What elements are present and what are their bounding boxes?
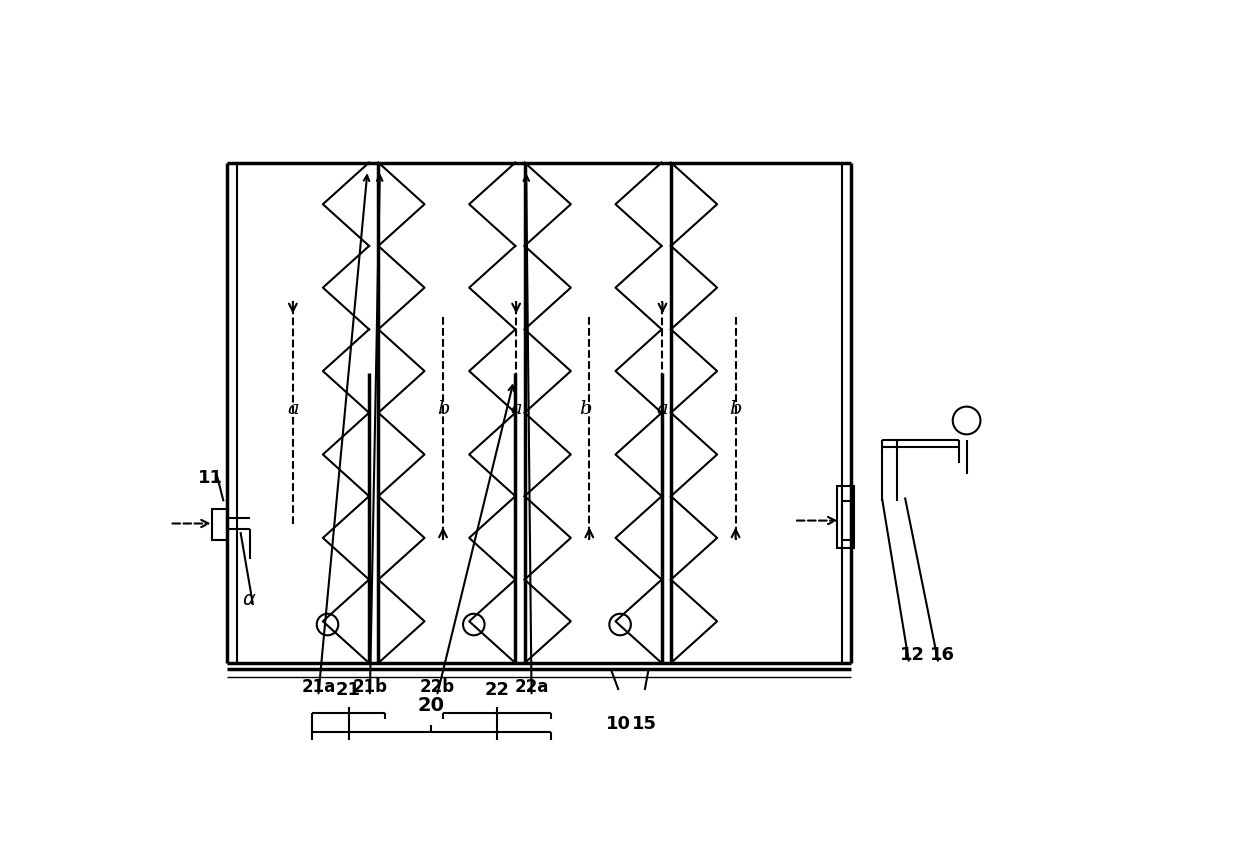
Text: a: a [657, 400, 668, 418]
Bar [837, 486, 854, 547]
Text: b: b [579, 400, 591, 418]
Text: a: a [511, 400, 522, 418]
Text: 20: 20 [418, 696, 445, 716]
Text: b: b [436, 400, 449, 418]
Text: 15: 15 [632, 716, 657, 733]
Text: 21b: 21b [352, 678, 387, 696]
Text: 22b: 22b [419, 678, 454, 696]
Text: 11: 11 [198, 469, 223, 487]
Text: 21a: 21a [301, 678, 335, 696]
Text: $\alpha$: $\alpha$ [242, 590, 257, 610]
Text: 22a: 22a [515, 678, 549, 696]
Text: 12: 12 [900, 647, 925, 664]
Text: a: a [286, 400, 299, 418]
Text: 22: 22 [485, 681, 510, 699]
Text: 21: 21 [336, 681, 361, 699]
Text: 16: 16 [930, 647, 955, 664]
Text: 10: 10 [606, 716, 631, 733]
Bar [212, 509, 227, 540]
Text: b: b [729, 400, 742, 418]
Bar [842, 501, 851, 540]
